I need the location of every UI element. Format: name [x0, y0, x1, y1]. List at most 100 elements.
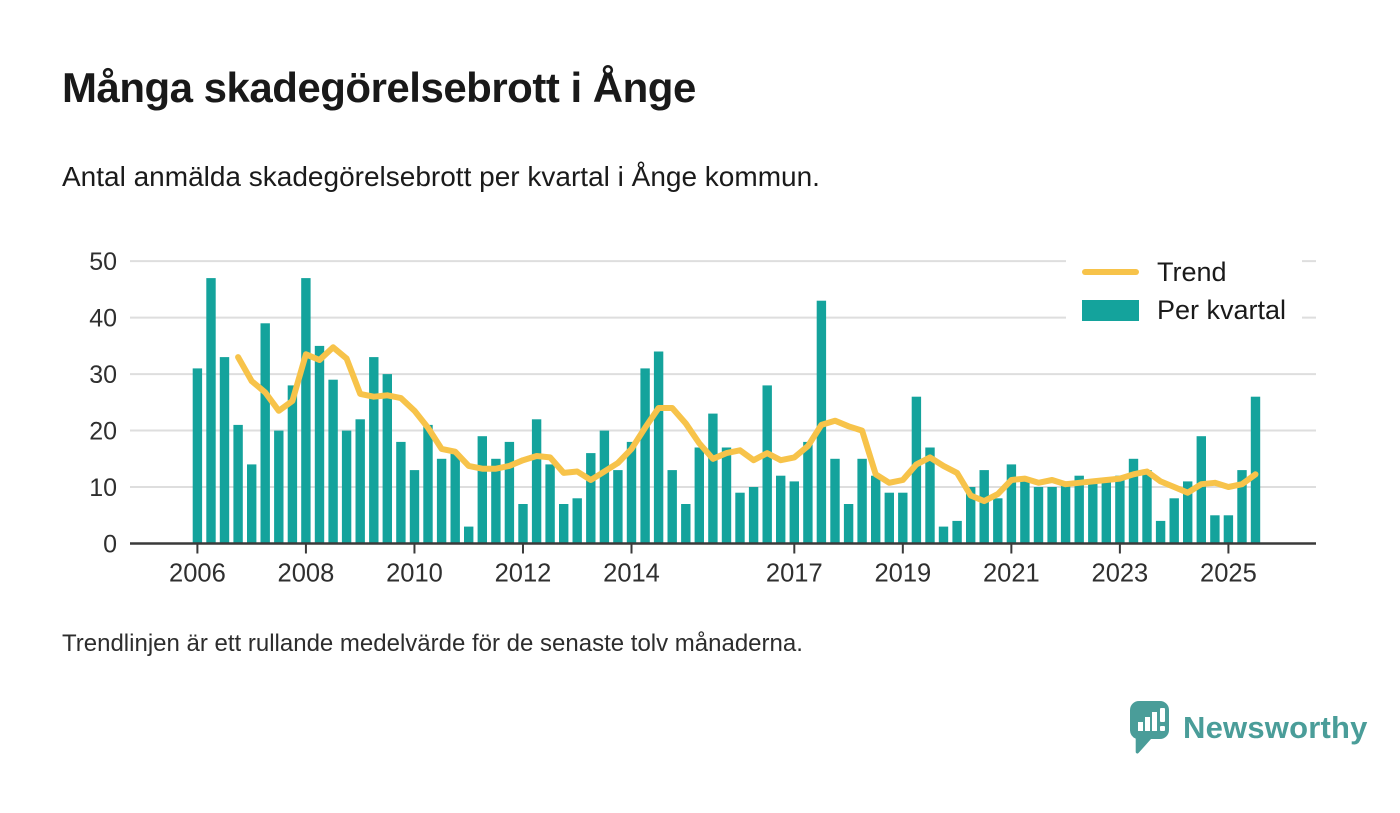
bar [477, 436, 487, 544]
page-subtitle: Antal anmälda skadegörelsebrott per kvar… [62, 161, 820, 192]
legend-item-trend: Trend [1082, 256, 1286, 287]
bar [396, 441, 406, 544]
x-tick-label: 2008 [278, 560, 335, 588]
bar [274, 430, 284, 544]
bar [1196, 436, 1206, 544]
bar [531, 419, 542, 544]
x-tick-label: 2006 [169, 560, 226, 588]
brand-name: Newsworthy [1183, 710, 1368, 745]
bar [966, 487, 976, 544]
bar [355, 419, 365, 544]
newsworthy-logo-icon [1130, 701, 1169, 754]
bar [911, 396, 922, 544]
bar [287, 385, 298, 544]
bar [233, 424, 243, 544]
bar [1074, 475, 1084, 544]
bar [735, 492, 745, 544]
y-tick-label: 40 [89, 305, 117, 333]
legend-trend-label: Trend [1157, 256, 1227, 287]
bar [1169, 498, 1179, 544]
bar [1020, 481, 1030, 544]
bar [599, 430, 610, 544]
bar [1088, 481, 1098, 544]
legend-bars-label: Per kvartal [1157, 294, 1287, 325]
y-tick-label: 30 [89, 361, 117, 389]
bar [871, 475, 881, 544]
bar [1006, 464, 1017, 544]
bar [260, 323, 270, 544]
bar [708, 413, 718, 544]
bar [247, 464, 257, 544]
bar [409, 470, 420, 544]
bar [1237, 470, 1247, 544]
bar [206, 278, 216, 544]
bar [436, 458, 447, 544]
bar [219, 357, 230, 544]
bar [572, 498, 582, 544]
bar [369, 357, 379, 544]
bar [1210, 515, 1220, 544]
legend-item-per-kvartal: Per kvartal [1082, 294, 1287, 325]
bar [518, 504, 528, 544]
x-tick-label: 2019 [874, 560, 931, 588]
bar [328, 379, 338, 544]
bar [613, 470, 623, 544]
bar [653, 351, 664, 544]
bar [423, 424, 433, 544]
bar [504, 441, 515, 544]
y-tick-label: 10 [89, 474, 117, 502]
bar [979, 470, 989, 544]
bar [301, 278, 311, 544]
bar [545, 464, 555, 544]
bar [1223, 515, 1234, 544]
bar [789, 481, 799, 544]
bar [762, 385, 772, 544]
bar [884, 492, 894, 544]
bar [464, 526, 474, 544]
x-tick-label: 2012 [495, 560, 552, 588]
bar [586, 453, 596, 544]
trend-line [235, 344, 1259, 505]
bar [667, 470, 677, 544]
bar [843, 504, 854, 544]
bar [925, 447, 935, 544]
bar [1060, 481, 1071, 544]
bar [776, 475, 786, 544]
bar [626, 441, 637, 544]
bar [314, 345, 325, 544]
bar [341, 430, 352, 544]
bar [857, 458, 867, 544]
bar [559, 504, 569, 544]
bar [1250, 396, 1261, 544]
y-tick-label: 20 [89, 418, 117, 446]
bar [1142, 470, 1152, 544]
bar [1128, 458, 1139, 544]
y-tick-label: 0 [103, 531, 117, 559]
bar [192, 368, 203, 544]
newsworthy-logo: Newsworthy [1130, 701, 1368, 755]
x-tick-label: 2021 [983, 560, 1040, 588]
bar [1115, 475, 1125, 544]
bar [803, 441, 813, 544]
x-tick-label: 2017 [766, 560, 823, 588]
bar [450, 453, 460, 544]
bar [681, 504, 691, 544]
x-tick-label: 2014 [603, 560, 660, 588]
bar [938, 526, 949, 544]
bar [640, 368, 650, 544]
bar-swatch-icon [1082, 299, 1139, 321]
bar [1033, 487, 1044, 544]
bar [491, 458, 501, 544]
bar [1101, 481, 1111, 544]
chart-legend: Trend Per kvartal [1066, 250, 1303, 334]
x-tick-label: 2023 [1092, 560, 1149, 588]
footnote: Trendlinjen är ett rullande medelvärde f… [62, 630, 803, 657]
bar [694, 447, 704, 544]
trend-line-swatch-icon [1082, 269, 1139, 275]
x-tick-label: 2010 [386, 560, 443, 588]
bar [1155, 520, 1166, 544]
bar [1183, 481, 1193, 544]
bar [1047, 487, 1057, 544]
quarterly-bar-chart: 0 10 20 30 40 50 2006 2008 2010 2012 2014 2017 2019 2… [89, 248, 1316, 588]
bar [952, 520, 962, 544]
